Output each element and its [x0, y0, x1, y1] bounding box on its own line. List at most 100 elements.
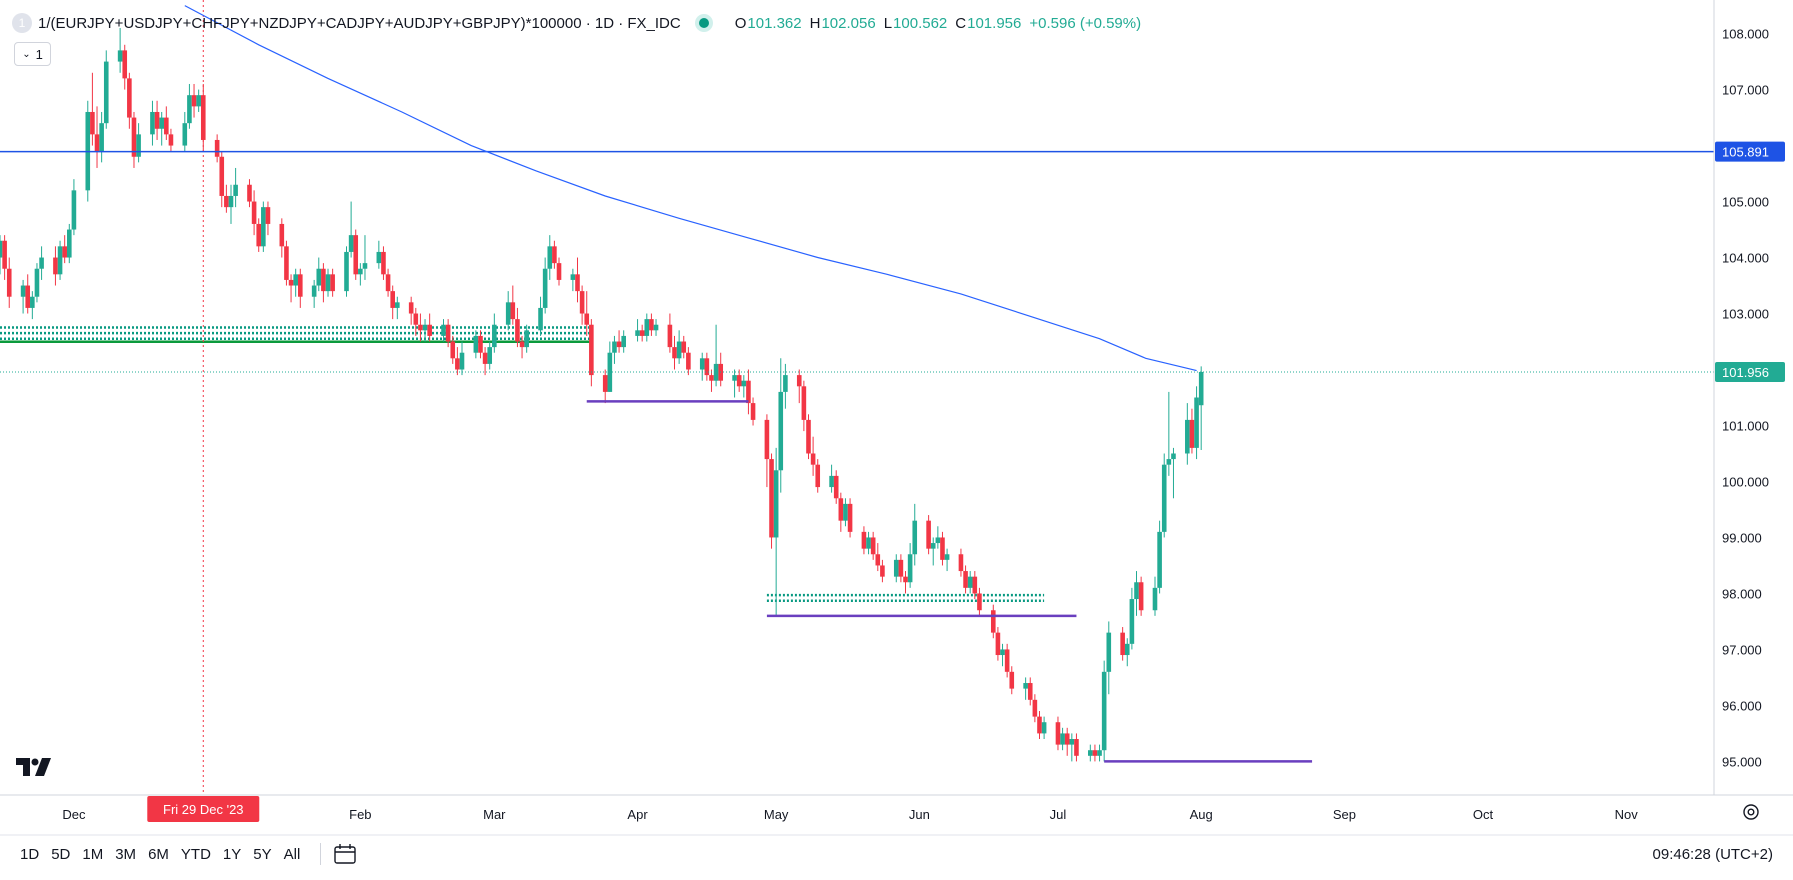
candle[interactable]: [94, 106, 100, 168]
candle[interactable]: [903, 571, 908, 594]
candle[interactable]: [1157, 520, 1162, 594]
candle[interactable]: [944, 548, 950, 572]
candle[interactable]: [408, 296, 414, 325]
candle[interactable]: [1097, 744, 1102, 762]
candle[interactable]: [552, 240, 557, 269]
candle[interactable]: [990, 604, 996, 639]
candle[interactable]: [316, 257, 322, 292]
candle[interactable]: [390, 285, 395, 320]
candle[interactable]: [224, 184, 229, 213]
candle[interactable]: [635, 319, 640, 342]
candle[interactable]: [422, 319, 428, 342]
candle[interactable]: [311, 279, 317, 308]
range-1y-button[interactable]: 1Y: [222, 845, 242, 863]
candle[interactable]: [746, 369, 751, 415]
candle[interactable]: [0, 235, 3, 275]
candle[interactable]: [704, 352, 710, 381]
candle[interactable]: [1092, 744, 1098, 762]
candle[interactable]: [893, 554, 899, 583]
candle[interactable]: [1106, 621, 1112, 695]
candle[interactable]: [53, 246, 58, 286]
candle[interactable]: [977, 587, 982, 616]
candle[interactable]: [639, 324, 645, 342]
candle[interactable]: [505, 291, 511, 331]
candle[interactable]: [930, 537, 936, 566]
candle[interactable]: [963, 565, 968, 594]
clock-timezone[interactable]: 09:46:28 (UTC+2): [1652, 845, 1773, 863]
candle[interactable]: [833, 470, 839, 504]
candle[interactable]: [699, 352, 705, 381]
range-6m-button[interactable]: 6M: [148, 845, 169, 863]
candle[interactable]: [838, 492, 844, 532]
candle[interactable]: [621, 330, 626, 353]
candle[interactable]: [1000, 643, 1005, 667]
candle[interactable]: [450, 335, 456, 364]
candle[interactable]: [182, 111, 188, 152]
candle[interactable]: [1194, 386, 1199, 460]
candle[interactable]: [769, 453, 774, 549]
candle[interactable]: [1124, 638, 1130, 667]
candle[interactable]: [579, 285, 585, 325]
candle[interactable]: [750, 397, 756, 426]
candle[interactable]: [783, 363, 788, 409]
candle[interactable]: [30, 291, 35, 320]
candle[interactable]: [1120, 627, 1125, 661]
candle[interactable]: [247, 179, 252, 208]
candle[interactable]: [103, 50, 109, 129]
candle[interactable]: [2, 235, 7, 280]
candle[interactable]: [122, 44, 128, 90]
candle[interactable]: [1189, 408, 1195, 454]
candle[interactable]: [427, 313, 432, 342]
range-all-button[interactable]: All: [283, 845, 301, 863]
candle[interactable]: [672, 335, 677, 370]
candle[interactable]: [344, 246, 349, 297]
candle[interactable]: [362, 235, 368, 280]
candle[interactable]: [861, 526, 867, 555]
candle[interactable]: [718, 352, 724, 387]
candle[interactable]: [972, 571, 978, 600]
candle[interactable]: [764, 414, 770, 488]
candle[interactable]: [940, 531, 945, 566]
candle[interactable]: [385, 268, 391, 297]
candle[interactable]: [99, 111, 104, 163]
candle[interactable]: [34, 263, 40, 303]
candle[interactable]: [321, 263, 326, 303]
candle[interactable]: [251, 190, 257, 236]
candle[interactable]: [1198, 366, 1204, 451]
candle[interactable]: [778, 358, 784, 493]
candle[interactable]: [829, 464, 834, 493]
candle[interactable]: [1041, 716, 1047, 740]
candle[interactable]: [6, 257, 12, 308]
candle[interactable]: [150, 100, 155, 146]
candle[interactable]: [358, 263, 363, 286]
candle[interactable]: [445, 319, 451, 348]
candle[interactable]: [676, 330, 682, 364]
candle[interactable]: [570, 268, 576, 292]
candle[interactable]: [547, 235, 553, 280]
candle[interactable]: [806, 414, 811, 460]
candle[interactable]: [288, 274, 294, 303]
candle[interactable]: [880, 559, 885, 583]
symbol-title[interactable]: 1/(EURJPY+USDJPY+CHFJPY+NZDJPY+CADJPY+AU…: [38, 14, 681, 32]
candle[interactable]: [612, 335, 617, 364]
candle[interactable]: [1074, 733, 1079, 762]
candle[interactable]: [667, 313, 673, 353]
candle[interactable]: [515, 307, 520, 348]
range-ytd-button[interactable]: YTD: [180, 845, 211, 863]
candle[interactable]: [325, 268, 331, 297]
candle[interactable]: [39, 246, 44, 280]
candle[interactable]: [381, 246, 386, 280]
candle[interactable]: [256, 218, 262, 252]
candle[interactable]: [542, 257, 548, 314]
candle[interactable]: [589, 319, 594, 387]
candle[interactable]: [1009, 666, 1015, 695]
candle[interactable]: [214, 134, 220, 163]
candle[interactable]: [57, 240, 63, 280]
candle[interactable]: [330, 268, 335, 297]
candle[interactable]: [709, 369, 714, 392]
candle[interactable]: [907, 543, 913, 588]
market-status-icon[interactable]: [698, 18, 709, 28]
candle[interactable]: [413, 307, 419, 336]
candle[interactable]: [219, 151, 225, 208]
